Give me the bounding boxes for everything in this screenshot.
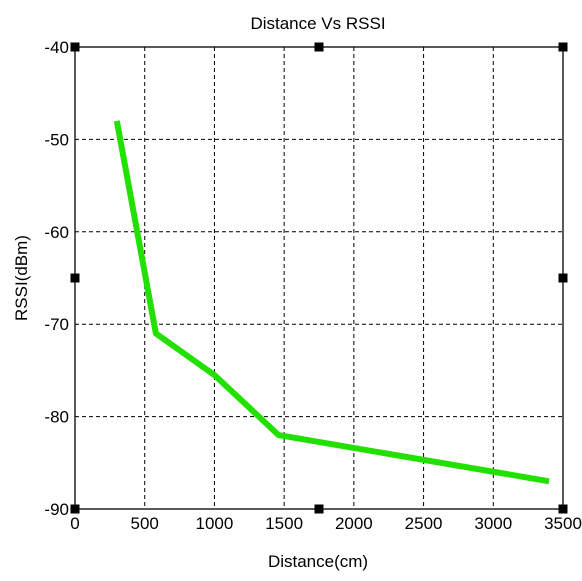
handle-top-right[interactable] bbox=[558, 42, 568, 52]
y-tick-label: -60 bbox=[44, 223, 69, 242]
x-tick-label: 0 bbox=[70, 514, 79, 533]
x-tick-label: 500 bbox=[131, 514, 159, 533]
y-tick-label: -40 bbox=[44, 38, 69, 57]
x-tick-label: 2500 bbox=[405, 514, 443, 533]
x-tick-label: 1000 bbox=[196, 514, 234, 533]
handle-middle-right[interactable] bbox=[558, 273, 568, 283]
handle-middle-left[interactable] bbox=[70, 273, 80, 283]
x-tick-label: 1500 bbox=[265, 514, 303, 533]
handle-bottom-right[interactable] bbox=[558, 504, 568, 514]
x-axis-label: Distance(cm) bbox=[268, 552, 368, 571]
y-axis-label: RSSI(dBm) bbox=[12, 235, 31, 321]
y-tick-label: -70 bbox=[44, 315, 69, 334]
series-line bbox=[113, 120, 550, 485]
chart-title: Distance Vs RSSI bbox=[250, 14, 385, 33]
grid-lines bbox=[75, 47, 563, 509]
handle-top-center[interactable] bbox=[314, 42, 324, 52]
handle-top-left[interactable] bbox=[70, 42, 80, 52]
y-tick-label: -90 bbox=[44, 500, 69, 519]
x-tick-labels: 0 500 1000 1500 2000 2500 3000 3500 bbox=[70, 514, 582, 533]
x-tick-label: 3500 bbox=[544, 514, 582, 533]
series-group bbox=[113, 120, 550, 485]
handle-bottom-left[interactable] bbox=[70, 504, 80, 514]
y-tick-label: -80 bbox=[44, 408, 69, 427]
y-tick-labels: -40 -50 -60 -70 -80 -90 bbox=[44, 38, 69, 519]
selection-handles[interactable] bbox=[70, 42, 568, 514]
handle-bottom-center[interactable] bbox=[314, 504, 324, 514]
y-tick-label: -50 bbox=[44, 130, 69, 149]
x-tick-label: 3000 bbox=[474, 514, 512, 533]
x-tick-label: 2000 bbox=[335, 514, 373, 533]
